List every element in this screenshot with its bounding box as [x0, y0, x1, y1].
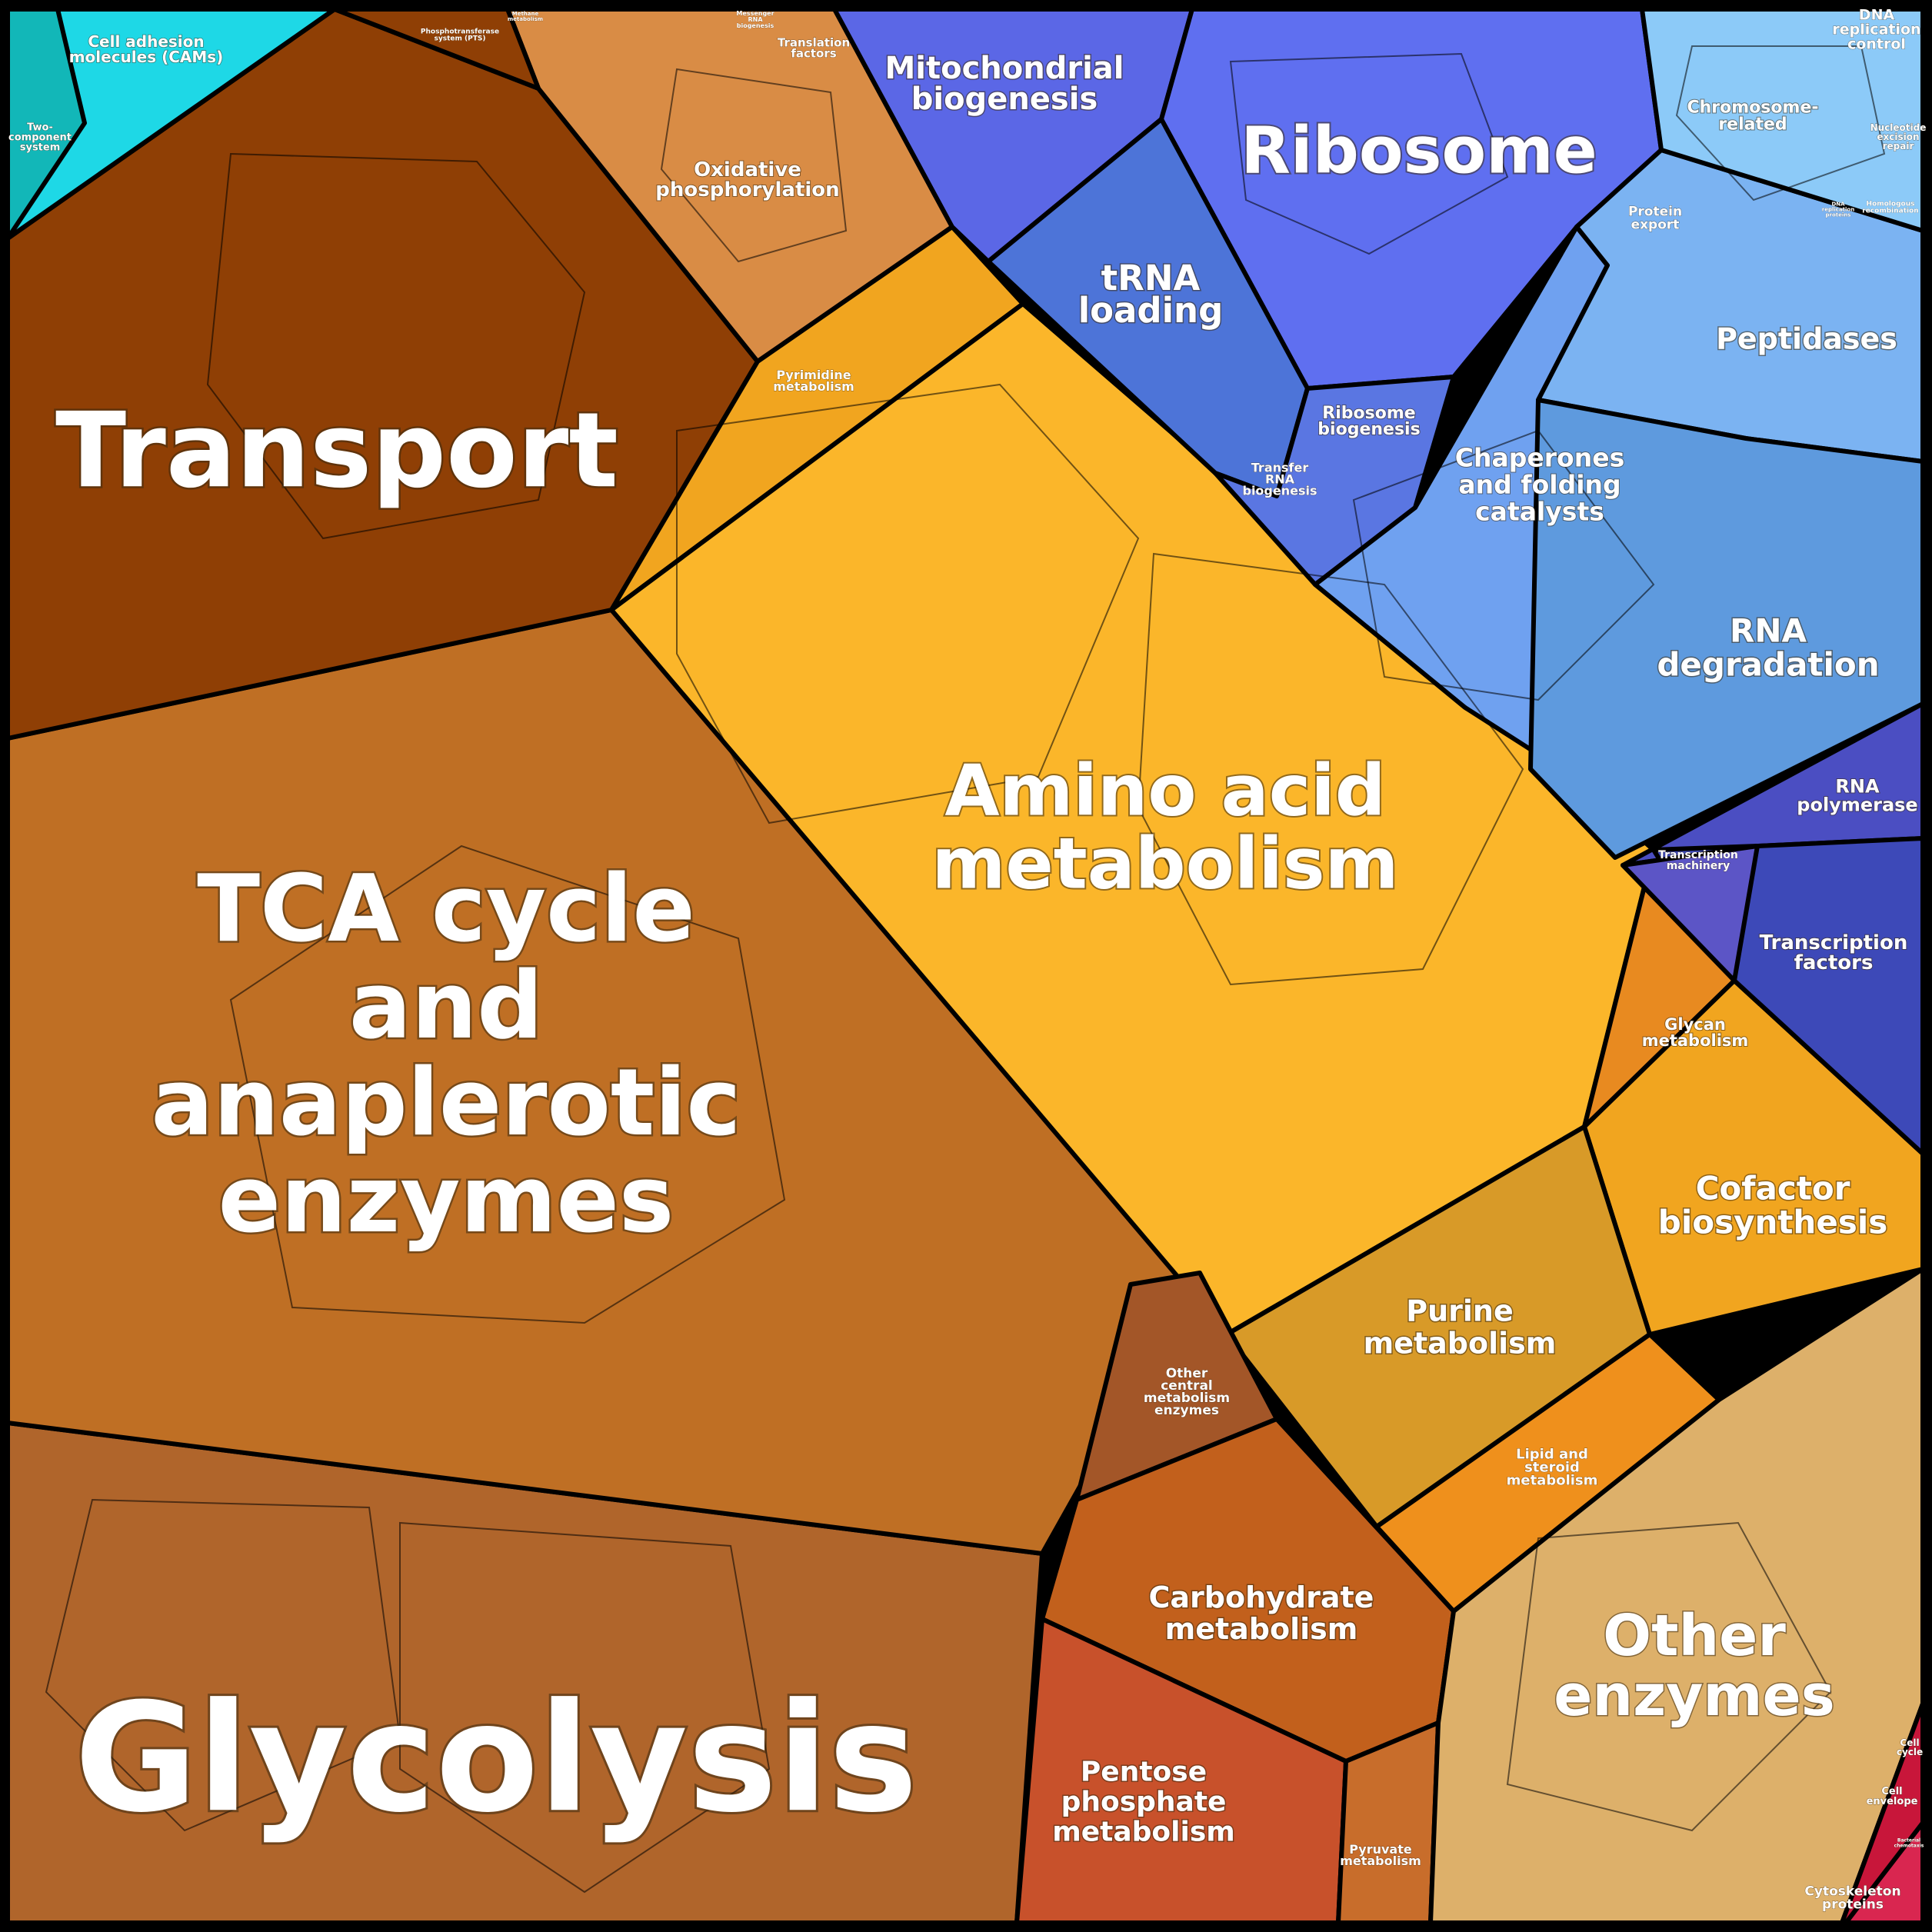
label-transcription-factors: Transcription factors	[1760, 931, 1908, 974]
label-purine: Purine metabolism	[1364, 1294, 1557, 1360]
label-glycolysis: Glycolysis	[75, 1671, 918, 1845]
label-trna: tRNA loading	[1078, 258, 1224, 331]
label-carbohydrate: Carbohydrate metabolism	[1149, 1581, 1374, 1646]
label-pyrimidine: Pyrimidine metabolism	[773, 368, 854, 394]
label-oxphos: Oxidative phosphorylation	[655, 158, 839, 202]
label-homologous-recombination: Homologous recombination	[1862, 201, 1918, 215]
label-cytoskeleton: Cytoskeleton proteins	[1804, 1884, 1900, 1912]
label-ribo-biogenesis: Ribosome biogenesis	[1317, 404, 1420, 439]
label-transcription-machinery: Transcription machinery	[1658, 849, 1738, 872]
subcell-outline	[399, 1521, 771, 1894]
label-other-central: Other central metabolism enzymes	[1144, 1366, 1230, 1418]
label-mito: Mitochondrial biogenesis	[884, 51, 1124, 117]
label-translation-factors: Translation factors	[778, 35, 850, 60]
label-other-enzymes: Other enzymes	[1554, 1603, 1835, 1729]
cell-two-component	[5, 7, 87, 241]
label-nucleotide-excision: Nucleotide excision repair	[1870, 122, 1927, 152]
label-methane: Methane metabolism	[508, 11, 543, 22]
label-glycan: Glycan metabolism	[1642, 1015, 1749, 1050]
subcell-outline	[676, 383, 1140, 824]
label-chaperones: Chaperones and folding catalysts	[1455, 443, 1624, 527]
label-two-component: Two-component system	[8, 122, 72, 154]
cell-pts	[332, 7, 541, 91]
label-pentose: Pentose phosphate metabolism	[1052, 1757, 1235, 1848]
subcell-outline	[1506, 1521, 1832, 1832]
label-dna-replication-proteins: DNA replication proteins	[1822, 201, 1854, 218]
subcell-outline	[660, 68, 848, 263]
label-rna-degradation: RNA degradation	[1657, 612, 1879, 684]
label-lipid: Lipid and steroid metabolism	[1507, 1446, 1598, 1488]
label-cofactor: Cofactor biosynthesis	[1658, 1170, 1887, 1241]
label-cell-cycle: Cell cycle	[1897, 1737, 1923, 1757]
label-protein-export: Protein export	[1628, 204, 1682, 232]
subcell-outline	[45, 1498, 401, 1832]
subcell-outline	[1675, 45, 1886, 202]
label-pyruvate: Pyruvate metabolism	[1340, 1842, 1421, 1868]
label-rna-polymerase: RNA polymerase	[1797, 775, 1917, 815]
label-cam: Cell adhesion molecules (CAMs)	[69, 32, 224, 66]
label-messenger-rna: Messenger RNA biogenesis	[736, 10, 774, 29]
subcell-outline	[206, 152, 586, 540]
label-pts: Phosphotransferase system (PTS)	[421, 28, 499, 43]
subcell-outline	[1352, 429, 1655, 701]
label-dna-replication-control: DNA replication control	[1832, 7, 1920, 53]
label-chromosome: Chromosome-related	[1687, 98, 1819, 135]
label-tca: TCA cycle and anaplerotic enzymes	[151, 856, 741, 1254]
label-amino: Amino acid metabolism	[931, 750, 1398, 905]
label-transfer-rna: Transfer RNA biogenesis	[1242, 461, 1317, 498]
subcell-outline	[229, 844, 786, 1324]
label-ribosome: Ribosome	[1241, 112, 1597, 188]
label-bacterial-chemotaxis: Bacterial chemotaxis	[1894, 1838, 1924, 1849]
label-transport: Transport	[55, 390, 618, 511]
cell-transcription-machinery	[1621, 844, 1760, 983]
subcell-outline	[1137, 552, 1524, 986]
cell-chromosome	[1640, 7, 1925, 233]
label-peptidases: Peptidases	[1716, 321, 1897, 355]
label-cell-envelope: Cell envelope	[1867, 1786, 1918, 1807]
subcell-outlines	[45, 45, 1886, 1894]
cell-cytoskeleton	[1844, 1820, 1925, 1925]
subcell-outline	[1229, 52, 1509, 255]
